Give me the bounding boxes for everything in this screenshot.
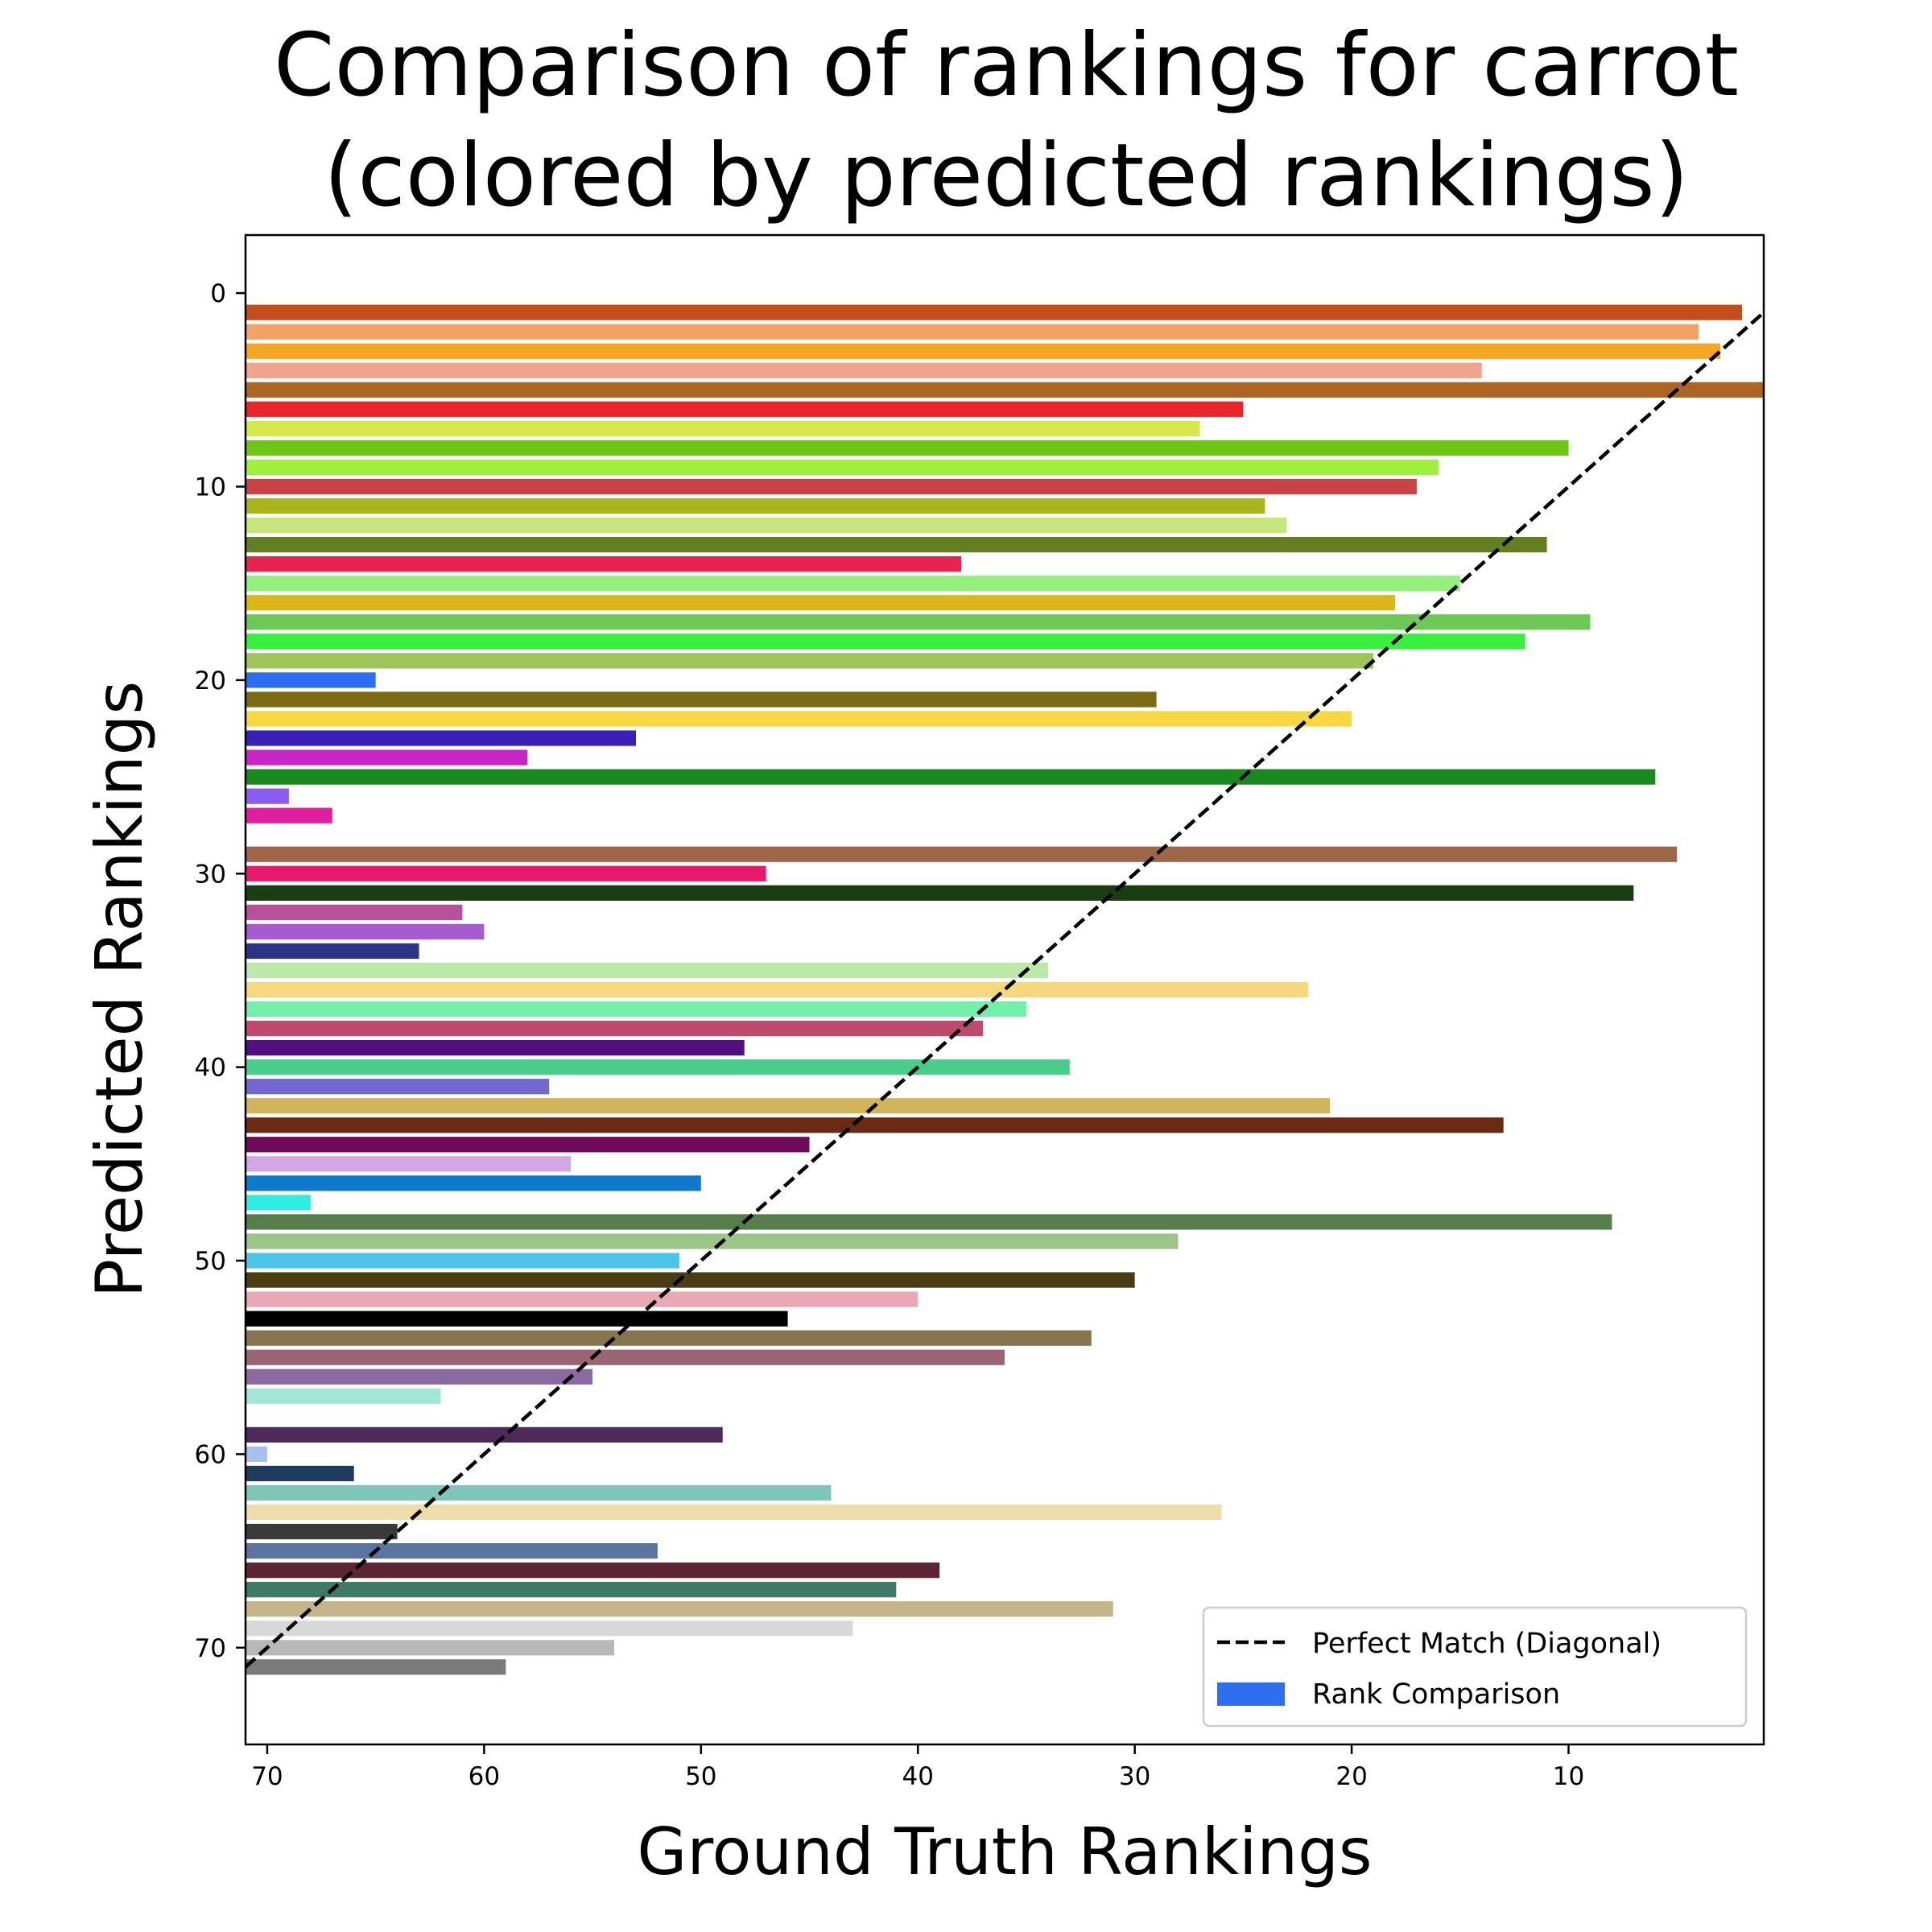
bar-rank-57 — [246, 1388, 441, 1404]
chart-title-line-1: Comparison of rankings for carrot — [274, 15, 1739, 116]
bar-rank-63 — [246, 1504, 1222, 1521]
x-tick-label: 50 — [685, 1762, 716, 1791]
bar-rank-11 — [246, 497, 1265, 514]
bar-rank-66 — [246, 1563, 940, 1579]
legend-box — [1202, 1606, 1748, 1728]
bar-rank-21 — [246, 691, 1157, 708]
bar-rank-49 — [246, 1233, 1179, 1249]
bar-rank-30 — [246, 865, 766, 881]
bar-rank-65 — [246, 1543, 658, 1559]
bar-rank-68 — [246, 1601, 1113, 1617]
bar-rank-36 — [246, 981, 1309, 998]
y-tick-label: 60 — [195, 1440, 226, 1469]
bar-rank-53 — [246, 1311, 788, 1327]
bar-rank-31 — [246, 885, 1634, 901]
x-tick-label: 60 — [469, 1762, 500, 1791]
bar-rank-50 — [246, 1253, 679, 1269]
bar-rank-2 — [246, 324, 1699, 340]
bar-rank-5 — [246, 382, 1764, 398]
bar-rank-29 — [246, 846, 1678, 862]
bar-rank-16 — [246, 595, 1395, 611]
bar-rank-35 — [246, 962, 1048, 979]
y-tick-label: 70 — [195, 1634, 226, 1663]
bar-rank-71 — [246, 1659, 506, 1675]
bar-rank-55 — [246, 1349, 1005, 1365]
plot-frame — [244, 233, 1765, 1746]
bar-series — [246, 304, 1764, 1675]
bar-rank-3 — [246, 343, 1721, 359]
bar-rank-37 — [246, 1001, 1026, 1018]
bar-rank-52 — [246, 1291, 919, 1307]
bar-rank-48 — [246, 1214, 1612, 1230]
bar-rank-14 — [246, 556, 962, 572]
bar-rank-41 — [246, 1079, 550, 1095]
bar-rank-1 — [246, 304, 1743, 320]
legend-label-rank-comparison: Rank Comparison — [1312, 1678, 1560, 1711]
bar-rank-17 — [246, 614, 1591, 630]
bar-rank-19 — [246, 653, 1374, 669]
y-tick-label: 20 — [195, 667, 226, 696]
x-tick-label: 70 — [251, 1762, 283, 1791]
bar-rank-18 — [246, 634, 1525, 650]
bar-rank-6 — [246, 401, 1244, 417]
bar-rank-33 — [246, 923, 485, 939]
bar-rank-64 — [246, 1523, 398, 1540]
legend-patch-icon — [1217, 1682, 1285, 1706]
y-axis-label: Predicted Rankings — [82, 681, 157, 1298]
bar-rank-62 — [246, 1484, 832, 1501]
bar-rank-67 — [246, 1582, 897, 1598]
y-axis-ticks: 0 10 20 30 40 50 60 70 — [195, 279, 246, 1663]
bar-rank-34 — [246, 943, 419, 960]
bar-rank-4 — [246, 362, 1482, 378]
x-tick-label: 20 — [1335, 1762, 1367, 1791]
bar-rank-15 — [246, 576, 1460, 592]
bar-rank-70 — [246, 1640, 615, 1656]
y-tick-label: 40 — [195, 1054, 226, 1083]
bar-rank-20 — [246, 672, 376, 688]
bar-rank-13 — [246, 537, 1547, 553]
perfect-match-diagonal — [244, 311, 1765, 1669]
bar-rank-7 — [246, 420, 1200, 436]
bar-rank-59 — [246, 1426, 723, 1443]
legend-label-diagonal: Perfect Match (Diagonal) — [1312, 1628, 1662, 1660]
y-tick-label: 10 — [195, 473, 226, 502]
bar-rank-22 — [246, 711, 1352, 727]
bar-rank-26 — [246, 788, 289, 804]
bar-rank-27 — [246, 807, 332, 824]
bar-rank-60 — [246, 1446, 267, 1463]
bar-rank-69 — [246, 1620, 853, 1637]
bar-rank-56 — [246, 1368, 593, 1385]
bar-rank-10 — [246, 478, 1417, 495]
x-tick-label: 30 — [1119, 1762, 1150, 1791]
bar-rank-8 — [246, 440, 1569, 456]
y-tick-label: 0 — [210, 279, 226, 308]
bar-rank-42 — [246, 1098, 1331, 1114]
bar-rank-44 — [246, 1137, 810, 1153]
x-axis-ticks: 70 60 50 40 30 20 10 — [251, 1744, 1584, 1791]
legend: Perfect Match (Diagonal) Rank Comparison — [1202, 1606, 1748, 1728]
bar-rank-46 — [246, 1175, 701, 1191]
bar-rank-23 — [246, 730, 636, 746]
bar-rank-51 — [246, 1272, 1135, 1288]
bar-rank-9 — [246, 459, 1439, 476]
x-tick-label: 40 — [902, 1762, 934, 1791]
bar-rank-12 — [246, 517, 1287, 534]
bar-rank-24 — [246, 749, 528, 766]
y-tick-label: 30 — [195, 860, 226, 889]
bar-rank-43 — [246, 1117, 1504, 1133]
bar-rank-40 — [246, 1059, 1070, 1075]
bar-rank-32 — [246, 904, 463, 920]
bar-rank-54 — [246, 1330, 1092, 1346]
chart-title-line-2: (colored by predicted rankings) — [324, 126, 1688, 226]
y-tick-label: 50 — [195, 1247, 226, 1276]
x-axis-label: Ground Truth Rankings — [637, 1814, 1372, 1889]
bar-rank-25 — [246, 769, 1656, 785]
bar-rank-47 — [246, 1195, 311, 1211]
bar-rank-45 — [246, 1156, 572, 1172]
x-tick-label: 10 — [1553, 1762, 1584, 1791]
bar-rank-61 — [246, 1465, 354, 1482]
bar-rank-38 — [246, 1020, 984, 1037]
bar-rank-39 — [246, 1040, 745, 1056]
